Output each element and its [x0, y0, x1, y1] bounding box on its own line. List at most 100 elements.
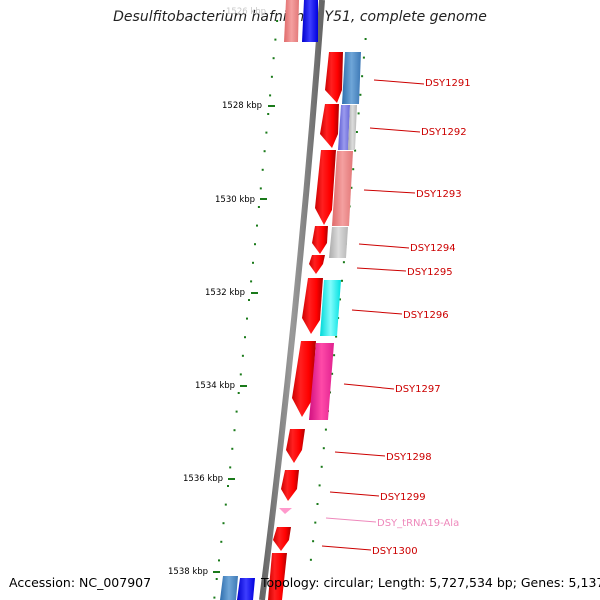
- scale-dot: [320, 465, 323, 468]
- cds-arrow-dsy1291[interactable]: [325, 52, 343, 103]
- gene-label-dsy1296[interactable]: DSY1296: [403, 310, 449, 321]
- scale-dot: [350, 186, 353, 189]
- scale-dot: [354, 149, 357, 152]
- scale-dot: [224, 503, 227, 506]
- scale-dot: [215, 578, 218, 580]
- scale-dot: [322, 447, 325, 450]
- cds-arrow-dsy1294[interactable]: [312, 226, 328, 254]
- scale-dot: [235, 410, 238, 413]
- leader-line: [356, 267, 407, 272]
- scale-dot: [213, 596, 216, 599]
- gene-label-dsy1293[interactable]: DSY1293: [416, 189, 462, 200]
- scale-dot: [324, 428, 327, 431]
- scale-dot: [364, 38, 367, 40]
- feature-top-blue[interactable]: [302, 0, 318, 42]
- leader-line: [369, 127, 421, 133]
- gene-label-dsy1300[interactable]: DSY1300: [372, 546, 418, 557]
- cds-arrow-dsy1293[interactable]: [315, 150, 336, 225]
- gene-label-dsy1298[interactable]: DSY1298: [386, 452, 432, 463]
- scale-dot: [229, 466, 232, 469]
- scale-dot: [309, 558, 312, 561]
- trna-arrow-dsy-trna19-ala[interactable]: [279, 508, 292, 514]
- cds-arrow-dsy1295[interactable]: [309, 255, 325, 274]
- category-box[interactable]: [309, 343, 334, 420]
- leader-line: [334, 451, 386, 457]
- scale-dot: [222, 522, 225, 525]
- category-box[interactable]: [348, 105, 357, 150]
- scale-ticks: 1526 kbp 1528 kbp 1530 kbp 1532 kbp 1534…: [168, 7, 275, 577]
- scale-dot: [237, 392, 240, 394]
- leader-line: [321, 545, 372, 551]
- leader-line: [363, 189, 416, 194]
- cds-arrow-dsy1299[interactable]: [281, 470, 299, 501]
- scale-dot: [254, 243, 256, 246]
- scale-dot: [274, 38, 277, 41]
- cds-arrow-bottom[interactable]: [268, 553, 287, 600]
- gene-label-dsy1299[interactable]: DSY1299: [380, 492, 426, 503]
- category-box[interactable]: [329, 227, 348, 258]
- scale-dot: [256, 224, 258, 227]
- scale-dot: [252, 261, 254, 264]
- scale-dot: [318, 484, 321, 487]
- category-box[interactable]: [332, 151, 353, 226]
- scale-dot: [333, 354, 336, 357]
- category-box[interactable]: [342, 52, 361, 104]
- feature-top-salmon[interactable]: [284, 0, 299, 42]
- scale-dot: [359, 93, 362, 96]
- scale-dot: [314, 521, 317, 524]
- scale-dot: [339, 298, 341, 301]
- genome-backbone: [259, 0, 325, 600]
- scale-dot: [270, 75, 273, 78]
- scale-dot: [259, 187, 262, 190]
- scale-label: 1538 kbp: [168, 567, 208, 577]
- category-box[interactable]: [338, 105, 350, 150]
- cds-arrow-dsy1298[interactable]: [286, 429, 305, 463]
- leader-line: [358, 243, 410, 249]
- genome-summary-text: Topology: circular; Length: 5,727,534 bp…: [261, 575, 600, 590]
- scale-dot: [261, 168, 264, 171]
- scale-dot: [362, 56, 365, 59]
- category-box[interactable]: [237, 578, 255, 600]
- scale-dot: [233, 429, 236, 432]
- leader-line: [373, 79, 425, 85]
- scale-label: 1534 kbp: [195, 381, 235, 391]
- scale-dot: [246, 317, 248, 320]
- leader-line: [351, 309, 403, 315]
- category-boxes: [220, 52, 361, 600]
- gene-label-dsy1294[interactable]: DSY1294: [410, 243, 456, 254]
- scale-dot: [269, 94, 272, 97]
- gene-label-dsy-trna19-ala[interactable]: DSY_tRNA19-Ala: [377, 518, 459, 529]
- scale-label: 1526 kbp: [226, 7, 266, 17]
- scale-label: 1536 kbp: [183, 474, 223, 484]
- scale-label: 1528 kbp: [222, 101, 262, 111]
- gene-label-dsy1292[interactable]: DSY1292: [421, 127, 467, 138]
- gene-label-dsy1297[interactable]: DSY1297: [395, 384, 441, 395]
- scale-dot: [227, 485, 229, 487]
- scale-dot: [267, 113, 270, 115]
- cds-arrows: [268, 52, 343, 600]
- cds-arrow-dsy1296[interactable]: [302, 278, 323, 334]
- scale-dot: [248, 299, 250, 301]
- scale-dot: [257, 206, 260, 208]
- scale-dot: [265, 131, 268, 134]
- scale-dot: [218, 559, 220, 562]
- scale-dot: [231, 447, 234, 450]
- scale-dot: [342, 261, 345, 264]
- cds-arrow-dsy1292[interactable]: [320, 104, 339, 148]
- accession-text: Accession: NC_007907: [9, 575, 152, 590]
- gene-label-dsy1295[interactable]: DSY1295: [407, 267, 453, 278]
- map-title: Desulfitobacterium hafniense Y51, comple…: [113, 9, 487, 25]
- scale-dot: [276, 20, 279, 22]
- gene-label-dsy1291[interactable]: DSY1291: [425, 78, 471, 89]
- scale-dot: [355, 131, 358, 133]
- category-box[interactable]: [220, 576, 238, 600]
- scale-dot: [239, 373, 242, 376]
- scale-dot: [361, 75, 364, 78]
- cds-arrow-dsy1297[interactable]: [292, 341, 316, 417]
- cds-arrow-dsy1300[interactable]: [273, 527, 291, 551]
- scale-dot: [220, 540, 223, 543]
- scale-dot: [331, 372, 334, 375]
- scale-dots-inner: [213, 20, 279, 599]
- category-box[interactable]: [320, 280, 341, 336]
